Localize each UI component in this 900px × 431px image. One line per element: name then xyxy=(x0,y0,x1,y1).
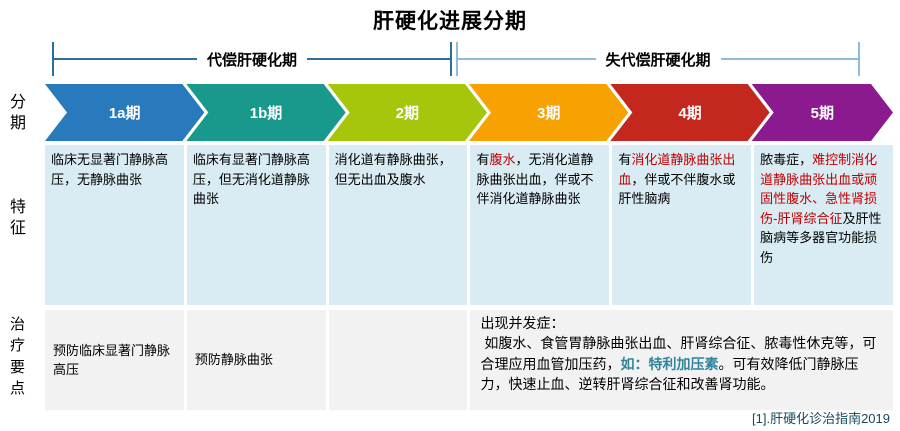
plain-text: 出现并发症： 如腹水、食管胃静脉曲张出血、肝肾综合征、脓毒性休克等，可合理应用血… xyxy=(480,315,877,372)
plain-text: 有 xyxy=(476,152,490,167)
row-label-stage: 分期 xyxy=(10,94,27,133)
feature-cell-2: 消化道有静脉曲张，但无出血及腹水 xyxy=(328,145,468,305)
stage-arrow-row: 1a期 1b期 2期 3期 4期 5期 xyxy=(45,84,893,141)
feature-cell-5: 脓毒症，难控制消化道静脉曲张出血或顽固性腹水、急性肾损伤-肝肾综合征及肝性脑病等… xyxy=(754,145,893,305)
stage-arrow-label: 4期 xyxy=(678,105,702,122)
feature-cell-1b: 临床有显著门静脉高压，但无消化道静脉曲张 xyxy=(186,145,326,305)
stage-arrow-4: 4期 xyxy=(610,84,769,141)
bracket-tick xyxy=(456,42,458,76)
stage-arrow-1a: 1a期 xyxy=(45,84,204,141)
feature-cell-1a: 临床无显著门静脉高压，无静脉曲张 xyxy=(45,145,184,305)
bracket-tick xyxy=(858,42,861,76)
treatment-row: 预防临床显著门静脉高压 预防静脉曲张 出现并发症： 如腹水、食管胃静脉曲张出血、肝肾… xyxy=(45,310,893,410)
bracket-decompensated: 失代偿肝硬化期 xyxy=(456,42,861,76)
stage-arrow-3: 3期 xyxy=(469,84,628,141)
bracket-tick xyxy=(52,42,54,76)
stage-arrow-label: 2期 xyxy=(395,105,419,122)
plain-text: ，无消化道静脉曲张出血，伴或不伴消化道静脉曲张 xyxy=(476,152,594,206)
plain-text: 。可有效降低门静脉压力，快速止血、逆转肝肾综合征和改善肾功能。 xyxy=(480,355,859,392)
bracket-compensated: 代偿肝硬化期 xyxy=(52,42,453,76)
stage-arrow-1b: 1b期 xyxy=(186,84,345,141)
stage-arrow-label: 3期 xyxy=(536,105,561,122)
highlight-text: 腹水 xyxy=(489,152,516,167)
highlight-text: 消化道静脉曲张出血 xyxy=(618,152,736,187)
plain-text: 临床有显著门静脉高压，但无消化道静脉曲张 xyxy=(192,152,310,206)
plain-text: 及肝性脑病等多器官功能损伤 xyxy=(760,210,882,265)
treatment-text: 预防静脉曲张 xyxy=(194,352,273,368)
feature-cell-4: 有消化道静脉曲张出血，伴或不伴腹水或肝性脑病 xyxy=(612,145,752,305)
bracket-line xyxy=(54,58,197,60)
reference-footnote: [1].肝硬化诊治指南2019 xyxy=(752,411,890,426)
bracket-line xyxy=(458,58,596,60)
plain-text: 临床无显著门静脉高压，无静脉曲张 xyxy=(51,152,169,187)
plain-text: 消化道有静脉曲张，但无出血及腹水 xyxy=(334,152,452,187)
bracket-line xyxy=(307,58,451,60)
treatment-cell-merged-3-5: 出现并发症： 如腹水、食管胃静脉曲张出血、肝肾综合征、脓毒性休克等，可合理应用血… xyxy=(470,310,893,410)
feature-cell-3: 有腹水，无消化道静脉曲张出血，伴或不伴消化道静脉曲张 xyxy=(470,145,610,305)
stage-arrow-label: 5期 xyxy=(810,105,834,122)
plain-text: 脓毒症， xyxy=(760,152,813,167)
stage-arrow-label: 1a期 xyxy=(108,105,141,122)
row-label-treatment: 治疗要点 xyxy=(10,316,26,397)
bracket-label-decompensated: 失代偿肝硬化期 xyxy=(605,51,711,69)
plain-text: ，伴或不伴腹水或肝性脑病 xyxy=(618,171,736,207)
stage-arrow-5: 5期 xyxy=(752,84,893,141)
treatment-cell-2 xyxy=(328,310,468,410)
highlight-text: 难控制消化道静脉曲张出血或顽固性腹水、急性肾损伤-肝肾综合征 xyxy=(760,152,878,226)
stage-arrow-label: 1b期 xyxy=(249,105,283,122)
row-label-feature: 特征 xyxy=(10,199,27,238)
treatment-text: 预防临床显著门静脉高压 xyxy=(53,342,171,378)
treatment-cell-1b: 预防静脉曲张 xyxy=(186,310,326,410)
feature-row: 临床无显著门静脉高压，无静脉曲张 临床有显著门静脉高压，但无消化道静脉曲张 消化道有… xyxy=(45,145,893,305)
stage-arrow-2: 2期 xyxy=(328,84,487,141)
plain-text: 有 xyxy=(618,152,632,167)
treatment-cell-1a: 预防临床显著门静脉高压 xyxy=(45,310,184,410)
bracket-line xyxy=(720,58,859,60)
bracket-tick xyxy=(450,42,453,76)
highlight-text: 如：特利加压素 xyxy=(620,355,719,372)
bracket-label-compensated: 代偿肝硬化期 xyxy=(207,51,298,69)
page-title: 肝硬化进展分期 xyxy=(373,10,527,33)
